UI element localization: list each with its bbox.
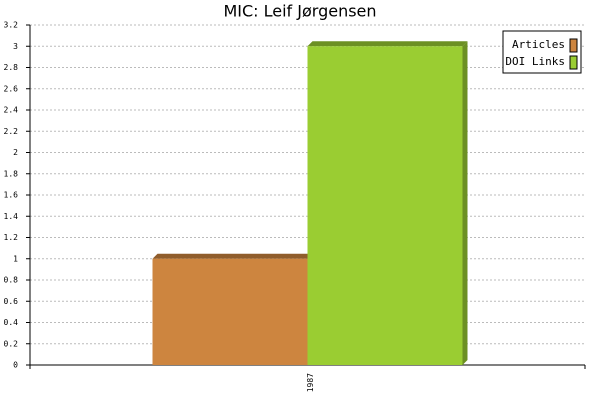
y-tick-label: 0.2 xyxy=(4,339,19,348)
y-tick-label: 2 xyxy=(13,148,18,157)
legend-label: Articles xyxy=(512,38,565,51)
y-tick-label: 0.4 xyxy=(4,318,19,327)
y-tick-label: 0.8 xyxy=(4,276,19,285)
y-tick-label: 1.8 xyxy=(4,169,19,178)
bar-top xyxy=(152,253,313,259)
bar-side xyxy=(462,41,468,365)
x-tick-label: 1987 xyxy=(306,373,315,392)
y-tick-label: 1.4 xyxy=(4,212,19,221)
bar-top xyxy=(307,41,468,47)
legend-swatch xyxy=(569,55,578,70)
bar-face xyxy=(152,258,308,365)
chart-title: MIC: Leif Jørgensen xyxy=(223,2,376,21)
y-tick-label: 1 xyxy=(13,254,18,263)
y-tick-label: 3.2 xyxy=(4,21,19,30)
bar xyxy=(152,253,313,365)
legend-label: DOI Links xyxy=(505,55,565,68)
y-tick-label: 1.6 xyxy=(4,191,19,200)
bar xyxy=(307,41,468,365)
y-tick-label: 1.2 xyxy=(4,233,19,242)
bar-face xyxy=(307,46,463,365)
y-tick-label: 2.2 xyxy=(4,127,19,136)
y-tick-label: 2.8 xyxy=(4,63,19,72)
y-tick-label: 0.6 xyxy=(4,297,19,306)
y-tick-label: 3 xyxy=(13,42,18,51)
legend-swatch xyxy=(569,38,578,53)
y-tick-label: 0 xyxy=(13,361,18,370)
y-tick-label: 2.4 xyxy=(4,106,19,115)
y-tick-label: 2.6 xyxy=(4,84,19,93)
legend-box xyxy=(502,30,582,74)
